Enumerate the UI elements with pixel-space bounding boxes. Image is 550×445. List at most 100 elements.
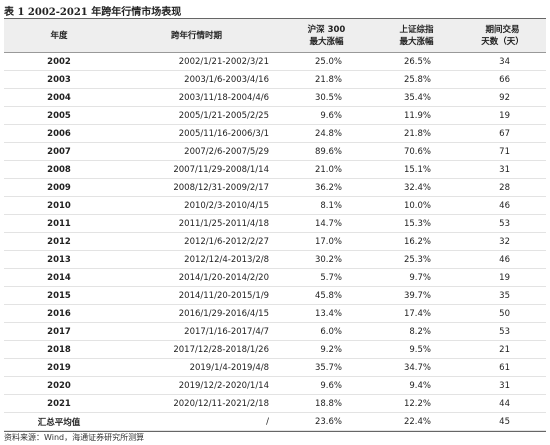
table-cell: 15.3% — [403, 218, 431, 229]
table-cell: 66 — [499, 74, 510, 85]
table-cell: 23.6% — [314, 416, 342, 427]
header-line: 沪深 300 — [307, 24, 346, 35]
table-cell: 9.4% — [409, 380, 431, 391]
table-row: 2014 2014/1/20-2014/2/20 5.7% 9.7% 19 — [4, 269, 546, 287]
table-cell: 28 — [499, 182, 510, 193]
table-cell: 32 — [499, 236, 510, 247]
table-cell: 10.0% — [403, 200, 431, 211]
table-cell: 2012 — [47, 236, 71, 247]
table-cell: 46 — [499, 254, 510, 265]
table-cell: 2008/12/31-2009/2/17 — [173, 182, 269, 193]
table-cell: 2019/1/4-2019/4/8 — [189, 362, 269, 373]
table-cell: 2014/11/20-2015/1/9 — [178, 290, 269, 301]
table-cell: 2003 — [47, 74, 71, 85]
header-line: 最大涨幅 — [309, 36, 344, 47]
table-cell: 2010/2/3-2010/4/15 — [184, 200, 269, 211]
header-line: 年度 — [50, 30, 68, 41]
table-cell: 6.0% — [320, 326, 342, 337]
table-cell: 2017/1/16-2017/4/7 — [184, 326, 269, 337]
table-cell: 2012/12/4-2013/2/8 — [184, 254, 269, 265]
table-cell: 2019/12/2-2020/1/14 — [178, 380, 269, 391]
table: 年度 跨年行情时期 沪深 300 最大涨幅 上证综指 最大涨幅 期间交易 天数（天） 2002 2… — [4, 18, 546, 432]
table-cell: 2016 — [47, 308, 71, 319]
table-cell: 45.8% — [314, 290, 342, 301]
table-cell: 35 — [499, 290, 510, 301]
table-cell: 39.7% — [403, 290, 431, 301]
table-cell: 2011 — [47, 218, 71, 229]
table-row: 2009 2008/12/31-2009/2/17 36.2% 32.4% 28 — [4, 179, 546, 197]
table-row: 2010 2010/2/3-2010/4/15 8.1% 10.0% 46 — [4, 197, 546, 215]
table-cell: 2016/1/29-2016/4/15 — [178, 308, 269, 319]
table-cell: 2009 — [47, 182, 71, 193]
table-cell: 汇总平均值 — [37, 417, 81, 428]
table-cell: 2011/1/25-2011/4/18 — [178, 218, 269, 229]
table-row: 2019 2019/1/4-2019/4/8 35.7% 34.7% 61 — [4, 359, 546, 377]
table-cell: 11.9% — [403, 110, 431, 121]
table-cell: 26.5% — [403, 56, 431, 67]
header-cell: 跨年行情时期 — [114, 30, 279, 42]
table-row: 2013 2012/12/4-2013/2/8 30.2% 25.3% 46 — [4, 251, 546, 269]
table-cell: 2020 — [47, 380, 71, 391]
table-cell: 36.2% — [314, 182, 342, 193]
table-cell: 2017 — [47, 326, 71, 337]
table-cell: 2013 — [47, 254, 71, 265]
table-row: 2004 2003/11/18-2004/4/6 30.5% 35.4% 92 — [4, 89, 546, 107]
table-cell: 2007/11/29-2008/1/14 — [173, 164, 269, 175]
table-cell: 2005/1/21-2005/2/25 — [178, 110, 269, 121]
table-cell: 2004 — [47, 92, 71, 103]
table-row: 2011 2011/1/25-2011/4/18 14.7% 15.3% 53 — [4, 215, 546, 233]
table-cell: 2003/11/18-2004/4/6 — [178, 92, 269, 103]
table-row: 2007 2007/2/6-2007/5/29 89.6% 70.6% 71 — [4, 143, 546, 161]
table-cell: 17.0% — [314, 236, 342, 247]
table-cell: 21.8% — [314, 74, 342, 85]
table-cell: 2002 — [47, 56, 71, 67]
table-cell: 2002/1/21-2002/3/21 — [178, 56, 269, 67]
table-cell: 9.6% — [320, 110, 342, 121]
table-cell: 22.4% — [403, 416, 431, 427]
table-cell: 34 — [499, 56, 510, 67]
table-cell: 21 — [499, 344, 510, 355]
table-cell: 2006 — [47, 128, 71, 139]
table-cell: 2017/12/28-2018/1/26 — [173, 344, 269, 355]
table-cell: 2014/1/20-2014/2/20 — [178, 272, 269, 283]
table-cell: 61 — [499, 362, 510, 373]
table-row: 2018 2017/12/28-2018/1/26 9.2% 9.5% 21 — [4, 341, 546, 359]
table-row: 2017 2017/1/16-2017/4/7 6.0% 8.2% 53 — [4, 323, 546, 341]
table-row: 2003 2003/1/6-2003/4/16 21.8% 25.8% 66 — [4, 71, 546, 89]
table-cell: 16.2% — [403, 236, 431, 247]
table-cell: 19 — [499, 110, 510, 121]
table-cell: 9.2% — [320, 344, 342, 355]
table-cell: 2020/12/11-2021/2/18 — [173, 398, 269, 409]
table-cell: 15.1% — [403, 164, 431, 175]
table-cell: 67 — [499, 128, 510, 139]
table-cell: 2010 — [47, 200, 71, 211]
table-cell: 9.7% — [409, 272, 431, 283]
table-cell: 30.2% — [314, 254, 342, 265]
table-cell: 35.4% — [403, 92, 431, 103]
table-cell: 25.3% — [403, 254, 431, 265]
table-cell: 2003/1/6-2003/4/16 — [184, 74, 269, 85]
table-cell: 25.0% — [314, 56, 342, 67]
table-cell: 2007 — [47, 146, 71, 157]
header-line: 上证综指 — [399, 24, 434, 35]
header-cell: 年度 — [4, 30, 114, 42]
table-row: 2006 2005/11/16-2006/3/1 24.8% 21.8% 67 — [4, 125, 546, 143]
header-line: 跨年行情时期 — [170, 30, 222, 41]
table-cell: 25.8% — [403, 74, 431, 85]
table-cell: 89.6% — [314, 146, 342, 157]
header-line: 天数（天） — [481, 36, 524, 47]
table-cell: 14.7% — [314, 218, 342, 229]
source-note: 资料来源：Wind，海通证券研究所测算 — [4, 433, 145, 442]
table-cell: 70.6% — [403, 146, 431, 157]
table-cell: 13.4% — [314, 308, 342, 319]
table-title: 表 1 2002-2021 年跨年行情市场表现 — [4, 7, 182, 18]
table-row: 2015 2014/11/20-2015/1/9 45.8% 39.7% 35 — [4, 287, 546, 305]
table-row: 汇总平均值 / 23.6% 22.4% 45 — [4, 413, 546, 431]
table-cell: 17.4% — [403, 308, 431, 319]
table-row: 2005 2005/1/21-2005/2/25 9.6% 11.9% 19 — [4, 107, 546, 125]
table-cell: 31 — [499, 164, 510, 175]
table-cell: 8.1% — [320, 200, 342, 211]
table-cell: 71 — [499, 146, 510, 157]
table-cell: 30.5% — [314, 92, 342, 103]
table-cell: 2019 — [47, 362, 71, 373]
